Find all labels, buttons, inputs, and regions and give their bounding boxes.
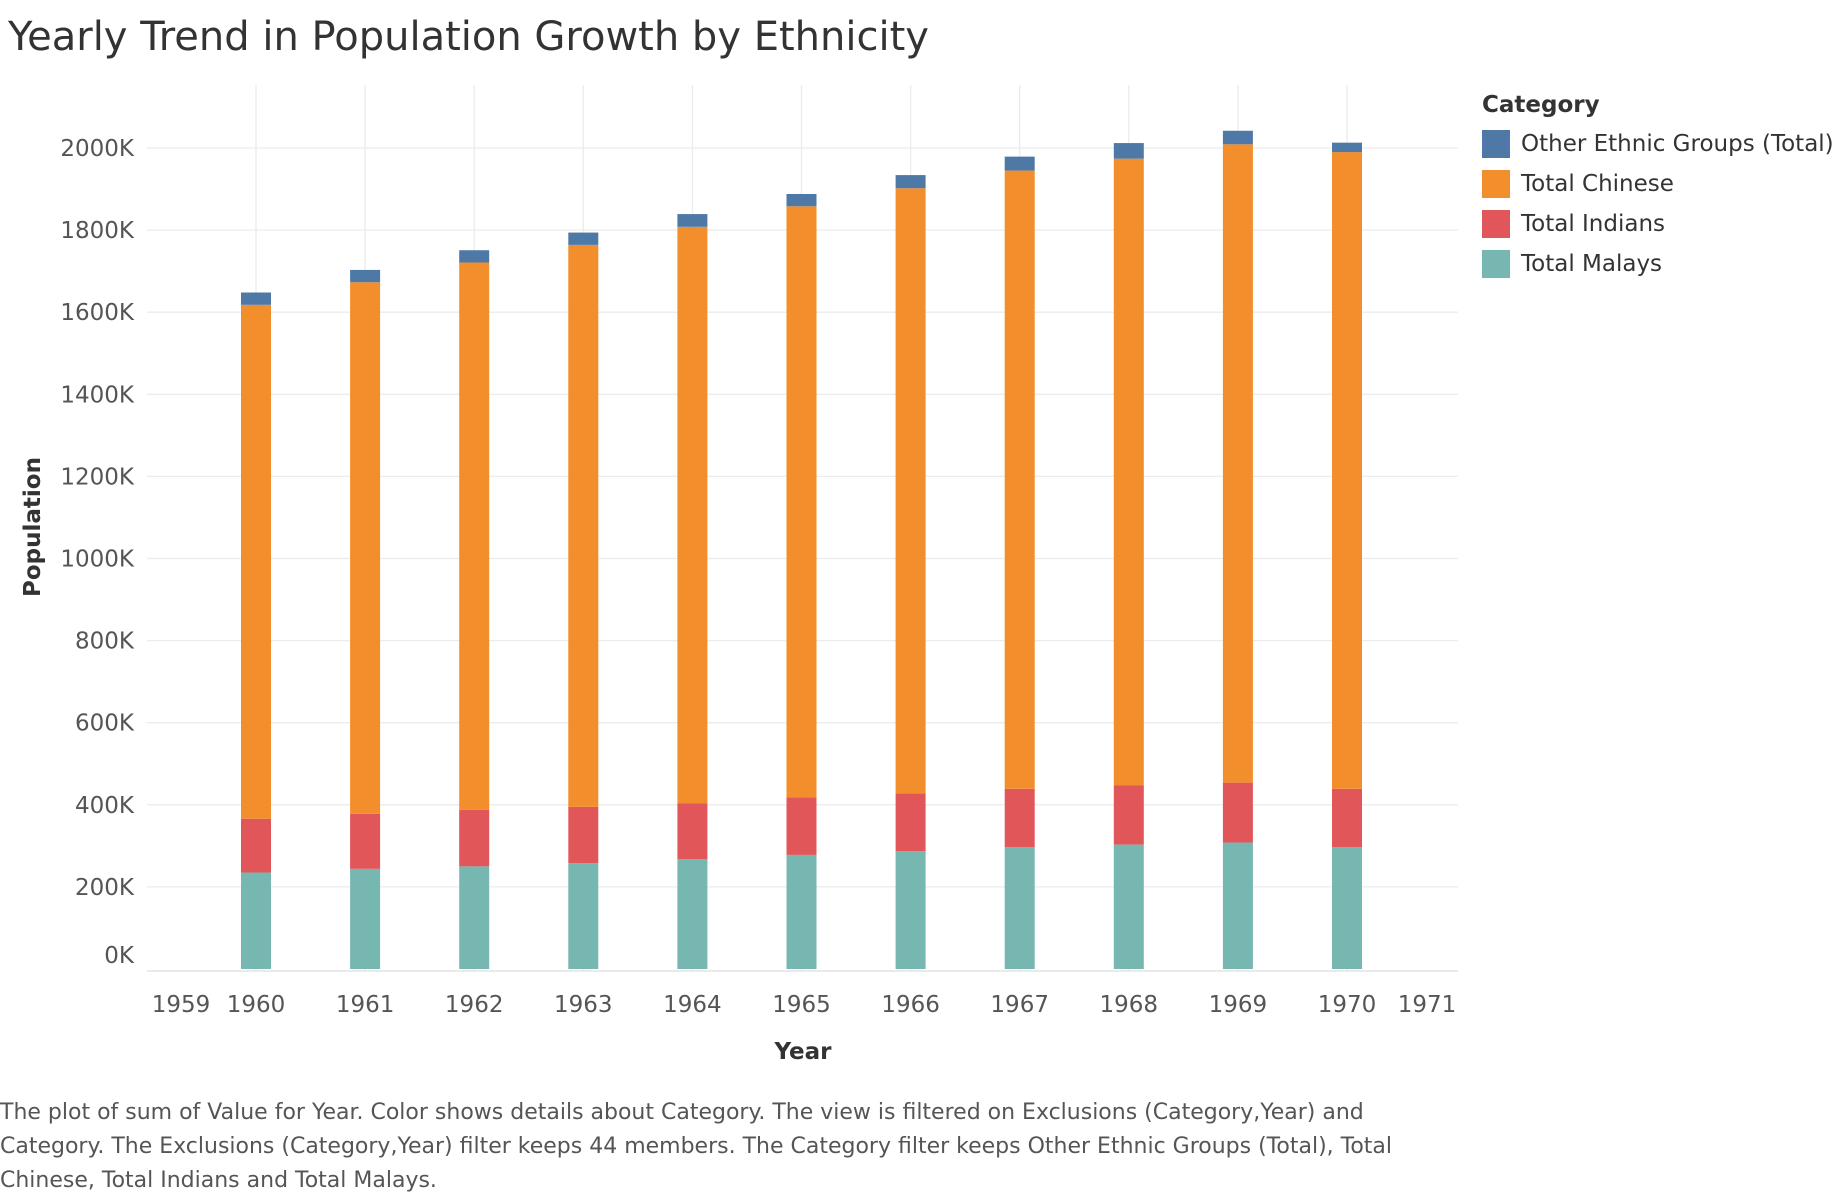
chart-plot-area: 0K 200K 400K 600K 800K 1000K 1200K 1400K 1600K 18… [20,85,1458,1065]
legend: Category Other Ethnic Groups (Total) Tot… [1482,92,1834,284]
bar-segment [241,818,271,873]
x-tick-label: 1962 [445,992,504,1018]
bar-segment [1222,130,1253,145]
y-tick-label: 1200K [60,464,135,490]
bar-segment [1113,158,1144,786]
x-tick-label: 1967 [990,992,1049,1018]
legend-swatch [1482,130,1510,158]
legend-swatch [1482,250,1510,278]
bar-segment [568,244,599,807]
bar-segment [895,851,926,969]
bar-segment [677,214,708,227]
bar-segment [1332,788,1362,848]
bar-segment [1004,788,1035,848]
legend-label: Total Malays [1521,251,1663,277]
y-axis-label: Population [20,457,46,597]
bar-segment [568,232,599,245]
bar-segment [1332,152,1362,789]
legend-item[interactable]: Total Chinese [1482,164,1834,204]
bar-segment [241,872,271,969]
bar-segment [350,813,381,869]
y-tick-label: 1400K [60,382,135,408]
bar-segment [677,858,708,969]
bar-segment [241,292,271,305]
y-tick-label: 1000K [60,547,135,573]
bar-segment [677,226,708,804]
y-tick-label: 1600K [60,300,135,326]
x-tick-label: 1971 [1398,992,1457,1018]
bar-segment [1222,842,1253,969]
bar-segment [1332,847,1362,969]
bar-segment [895,188,926,794]
bar-segment [1222,782,1253,843]
bar-segment [350,282,381,814]
x-tick-label: 1968 [1100,992,1159,1018]
legend-swatch [1482,170,1510,198]
chart-caption: The plot of sum of Value for Year. Color… [0,1100,1393,1193]
bar-segment [1113,143,1144,159]
x-tick-label: 1959 [152,992,211,1018]
bar-segment [895,793,926,852]
x-tick-label: 1966 [881,992,940,1018]
legend-label: Other Ethnic Groups (Total) [1521,131,1834,157]
bar-segment [1004,847,1035,969]
legend-item[interactable]: Total Malays [1482,244,1834,284]
x-axis-label: Year [773,1039,832,1065]
bar-segment [1113,844,1144,969]
legend-label: Total Indians [1521,211,1666,237]
legend-item[interactable]: Total Indians [1482,204,1834,244]
bar-segment [1222,144,1253,783]
y-tick-label: 200K [75,875,135,901]
bar-segment [568,806,599,864]
tick-labels: 0K 200K 400K 600K 800K 1000K 1200K 1400K 1600K 18… [60,136,1456,1018]
bar-segment [350,269,381,283]
y-tick-label: 2000K [60,136,135,162]
y-tick-label: 1800K [60,218,135,244]
legend-title: Category [1482,92,1600,118]
y-tick-label: 600K [75,711,135,737]
legend-swatch [1482,210,1510,238]
legend-label: Total Chinese [1521,171,1674,197]
bar-segment [459,250,490,263]
bar-segment [786,206,817,798]
bar-segment [568,863,599,969]
bar-segment [786,193,817,207]
x-tick-label: 1963 [554,992,613,1018]
legend-item[interactable]: Other Ethnic Groups (Total) [1482,124,1834,164]
chart-title: Yearly Trend in Population Growth by Eth… [8,14,929,60]
bar-segment [1004,156,1035,171]
y-tick-label: 800K [75,629,135,655]
y-tick-label: 400K [75,793,135,819]
x-tick-label: 1965 [772,992,831,1018]
bar-segment [1004,170,1035,789]
bar-segment [1113,785,1144,845]
x-tick-label: 1970 [1318,992,1377,1018]
bar-segment [459,866,490,969]
bar-segment [895,175,926,189]
bar-segment [677,803,708,859]
bar-segment [241,304,271,819]
x-tick-label: 1964 [663,992,722,1018]
bars [241,130,1362,969]
bar-segment [786,797,817,855]
bar-segment [459,262,490,810]
y-tick-label: 0K [104,943,135,969]
x-tick-label: 1961 [336,992,395,1018]
bar-segment [1332,142,1362,153]
bar-segment [459,809,490,867]
bar-segment [350,868,381,969]
bar-segment [786,854,817,969]
x-tick-label: 1969 [1209,992,1268,1018]
x-tick-label: 1960 [227,992,286,1018]
